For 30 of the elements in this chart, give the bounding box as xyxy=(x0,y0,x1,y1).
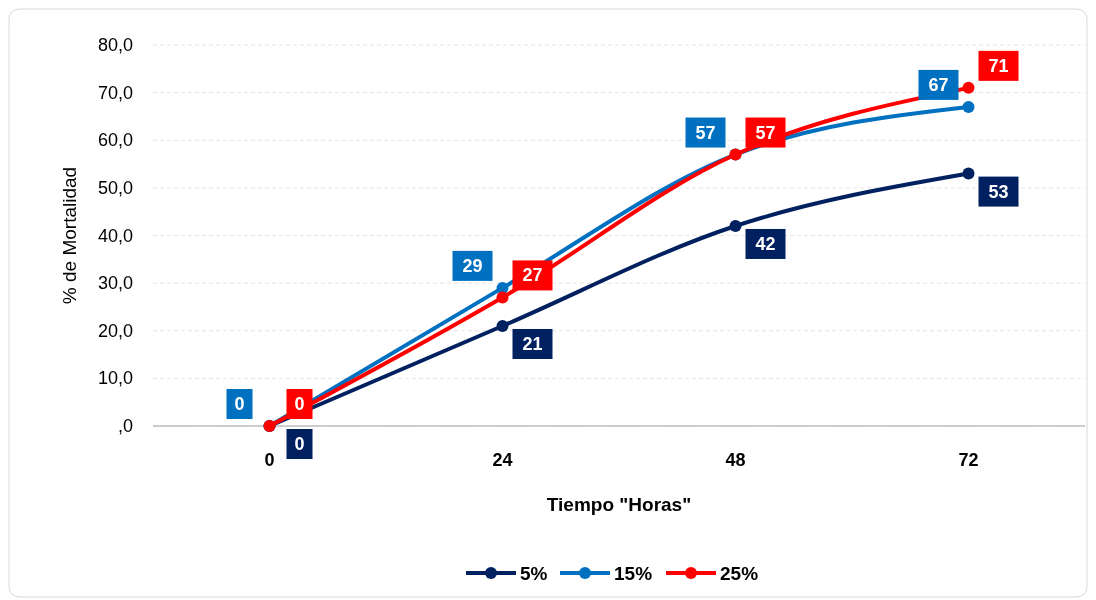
y-tick-label: 20,0 xyxy=(97,320,133,341)
data-label: 0 xyxy=(234,394,245,414)
y-tick-label: 40,0 xyxy=(97,225,133,246)
y-tick-label: 70,0 xyxy=(97,82,133,103)
y-tick-label: ,0 xyxy=(117,416,133,436)
y-tick-label: 60,0 xyxy=(97,130,133,151)
data-label: 57 xyxy=(755,122,776,143)
y-tick-label: 50,0 xyxy=(97,177,133,198)
data-label: 21 xyxy=(522,333,543,354)
data-label: 67 xyxy=(928,74,949,95)
data-label: 0 xyxy=(294,434,305,454)
x-tick-label: 24 xyxy=(492,450,513,470)
legend-label: 5% xyxy=(520,563,548,584)
y-tick-label: 80,0 xyxy=(97,35,133,55)
data-label: 53 xyxy=(988,181,1009,202)
x-tick-label: 72 xyxy=(958,450,979,470)
data-label: 42 xyxy=(755,233,776,254)
x-tick-label: 48 xyxy=(725,450,746,470)
x-axis-title: Tiempo "Horas" xyxy=(546,494,692,515)
y-tick-label: 10,0 xyxy=(97,368,133,389)
legend-label: 15% xyxy=(614,563,653,584)
y-tick-label: 30,0 xyxy=(97,273,133,294)
data-label: 57 xyxy=(695,122,716,143)
data-label: 27 xyxy=(522,265,543,286)
data-label: 29 xyxy=(462,255,483,276)
data-label: 0 xyxy=(294,394,305,414)
legend-label: 25% xyxy=(720,563,759,584)
x-tick-label: 0 xyxy=(264,450,275,470)
y-axis-title: % de Mortalidad xyxy=(59,166,80,305)
data-label: 71 xyxy=(988,55,1009,76)
